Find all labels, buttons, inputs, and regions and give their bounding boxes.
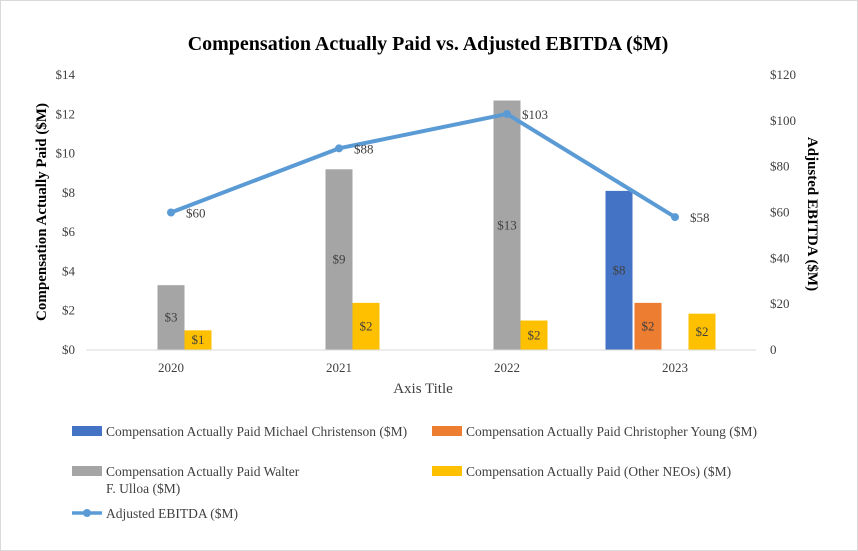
left-tick-label: $14: [56, 67, 76, 82]
legend-label: Compensation Actually Paid Christopher Y…: [466, 424, 757, 439]
left-axis-title: Compensation Actually Paid ($M): [34, 103, 50, 321]
data-labels-group: $8 $2 $3 $9 $13 $1 $2 $2 $2 $60 $88 $103 $58: [165, 107, 710, 347]
left-tick-label: $8: [62, 185, 75, 200]
right-tick-label: 0: [770, 342, 777, 357]
left-tick-label: $4: [62, 263, 76, 278]
right-tick-label: $40: [770, 250, 790, 265]
right-tick-label: $100: [770, 113, 796, 128]
legend-swatch: [72, 466, 102, 476]
chart-title: Compensation Actually Paid vs. Adjusted …: [188, 33, 669, 55]
right-axis-ticks: 0 $20 $40 $60 $80 $100 $120: [770, 67, 796, 357]
left-tick-label: $10: [56, 146, 76, 161]
bar: [157, 285, 185, 350]
legend-label: Compensation Actually Paid Walter: [106, 464, 300, 479]
bar-data-label: $2: [360, 318, 373, 333]
ebitda-line: [169, 111, 677, 220]
legend-label: Compensation Actually Paid Michael Chris…: [106, 424, 407, 439]
bar-data-label: $2: [696, 324, 709, 339]
legend-label: Compensation Actually Paid (Other NEOs) …: [466, 464, 731, 479]
ebitda-point: [167, 208, 175, 217]
ebitda-point: [335, 144, 343, 153]
bar: [688, 313, 716, 350]
bar: [520, 320, 548, 350]
left-tick-label: $0: [62, 342, 75, 357]
bar-data-label: $8: [613, 262, 626, 277]
x-category-label: 2023: [662, 360, 688, 375]
ebitda-line-group: [167, 109, 679, 222]
bar-data-label: $3: [165, 310, 178, 325]
bar-data-label: $2: [642, 318, 655, 333]
right-tick-label: $20: [770, 296, 790, 311]
x-axis-categories: 2020 2021 2022 2023: [158, 360, 688, 375]
left-tick-label: $2: [62, 303, 75, 318]
right-tick-label: $60: [770, 205, 790, 220]
right-axis-title: Adjusted EBITDA ($M): [804, 137, 820, 291]
bar: [325, 169, 353, 350]
ebitda-point: [503, 109, 511, 118]
x-category-label: 2021: [326, 360, 352, 375]
ebitda-point: [671, 213, 679, 222]
bar: [352, 302, 380, 350]
bar: [184, 330, 212, 350]
legend-label: Adjusted EBITDA ($M): [106, 506, 238, 521]
x-axis-title: Axis Title: [393, 381, 453, 397]
legend-swatch: [432, 426, 462, 436]
bar-data-label: $1: [192, 332, 205, 347]
bar-data-label: $13: [497, 217, 517, 232]
bar: [493, 100, 521, 351]
left-axis-ticks: $0 $2 $4 $6 $8 $10 $12 $14: [56, 67, 76, 357]
bar: [605, 190, 633, 350]
legend: Compensation Actually Paid Michael Chris…: [72, 424, 757, 521]
bars-group: [157, 100, 716, 351]
x-category-label: 2022: [494, 360, 520, 375]
legend-marker: [83, 509, 91, 517]
left-tick-label: $12: [56, 106, 76, 121]
right-tick-label: $80: [770, 159, 790, 174]
bar-data-label: $2: [528, 327, 541, 342]
x-category-label: 2020: [158, 360, 184, 375]
legend-swatch: [72, 426, 102, 436]
bar-data-label: $9: [333, 252, 346, 267]
right-tick-label: $120: [770, 67, 796, 82]
line-data-label: $103: [522, 107, 548, 122]
left-tick-label: $6: [62, 224, 76, 239]
bar: [634, 302, 662, 350]
line-data-label: $58: [690, 210, 710, 225]
line-data-label: $88: [354, 141, 374, 156]
legend-label: F. Ulloa ($M): [106, 481, 180, 496]
line-data-label: $60: [186, 206, 206, 221]
legend-swatch: [432, 466, 462, 476]
